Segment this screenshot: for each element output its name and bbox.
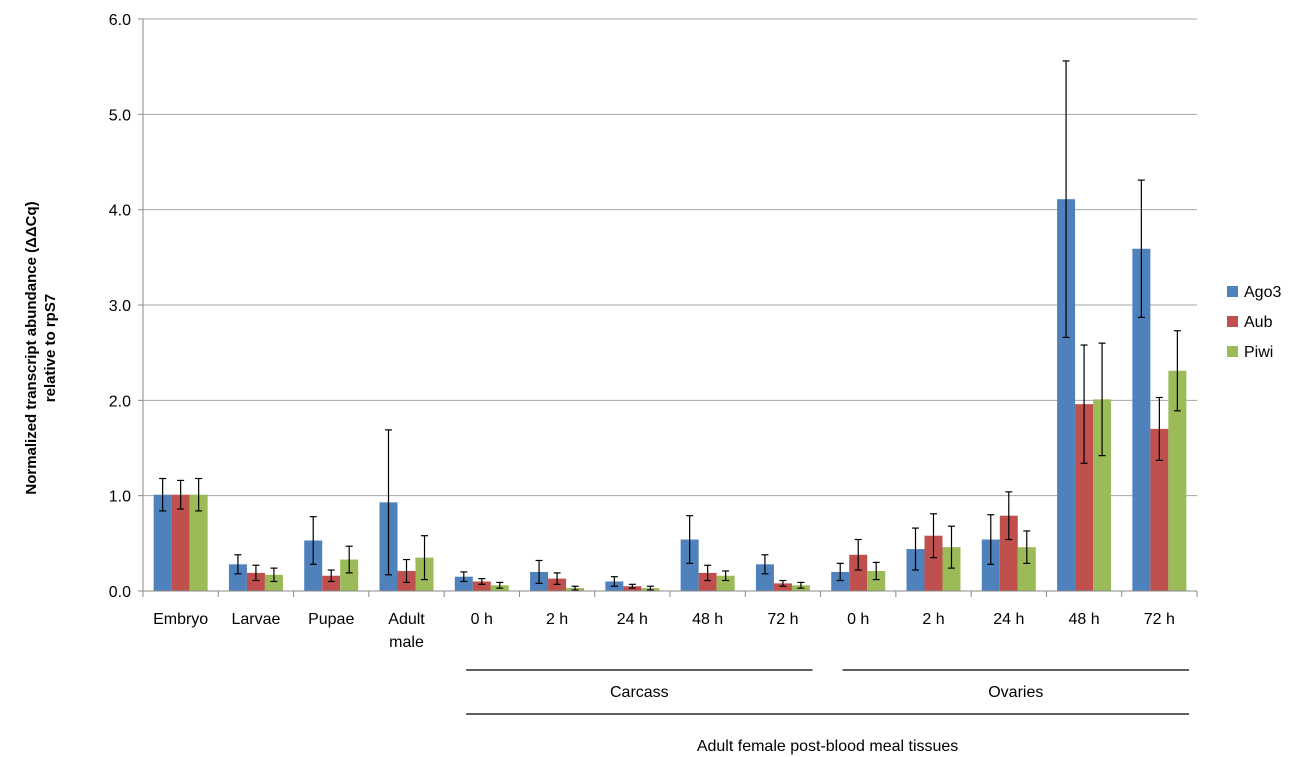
bar-aub [773, 583, 792, 591]
x-tick-label: 2 h [922, 611, 944, 628]
legend-label-ago3: Ago3 [1244, 284, 1281, 301]
y-tick-label: 5.0 [109, 107, 131, 124]
x-tick-label: Adult [388, 611, 425, 628]
x-tick-label: 0 h [847, 611, 869, 628]
bar-piwi [942, 547, 961, 591]
legend-label-aub: Aub [1244, 314, 1273, 331]
group-label: Carcass [610, 684, 669, 701]
axes [138, 18, 1198, 597]
legend: Ago3 Aub Piwi [1227, 284, 1281, 361]
bar-ago3 [1132, 248, 1151, 591]
bar-piwi [340, 559, 359, 591]
legend-swatch-aub [1227, 316, 1238, 327]
bar-piwi [716, 575, 735, 591]
bar-ago3 [755, 564, 774, 591]
x-tick-labels: Embryo Larvae Pupae Adult male 0 h 2 h 24 h 48 h… [153, 611, 1175, 651]
bar-ago3 [304, 540, 323, 591]
x-tick-label: Pupae [308, 611, 354, 628]
bars [153, 60, 1187, 591]
bar-ago3 [228, 564, 247, 591]
bar-aub [698, 572, 717, 591]
x-tick-label: 24 h [617, 611, 648, 628]
bar-aub [1150, 428, 1169, 591]
y-axis-title-line1: Normalized transcript abundance (ΔΔCq) [23, 201, 40, 494]
x-tick-label: male [389, 634, 424, 651]
x-tick-label: 24 h [993, 611, 1024, 628]
y-tick-label: 2.0 [109, 393, 131, 410]
x-tick-label: Larvae [231, 611, 280, 628]
bar-aub [1075, 404, 1094, 591]
group-label: Ovaries [988, 684, 1043, 701]
y-tick-label: 0.0 [109, 584, 131, 601]
bar-ago3 [981, 539, 1000, 591]
super-group-label: Adult female post-blood meal tissues [697, 738, 958, 755]
y-tick-label: 6.0 [109, 12, 131, 29]
y-tick-label: 3.0 [109, 298, 131, 315]
legend-swatch-ago3 [1227, 286, 1238, 297]
y-tick-labels: 0.0 1.0 2.0 3.0 4.0 5.0 6.0 [109, 12, 131, 601]
bar-ago3 [831, 571, 850, 591]
bar-ago3 [454, 576, 473, 591]
x-tick-label: 48 h [1069, 611, 1100, 628]
bar-piwi [1093, 399, 1112, 591]
bar-piwi [1017, 547, 1036, 591]
bar-aub [924, 535, 943, 591]
bar-piwi [1168, 370, 1187, 591]
bar-aub [999, 515, 1018, 591]
bar-aub [171, 494, 190, 591]
legend-swatch-piwi [1227, 346, 1238, 357]
y-tick-label: 4.0 [109, 203, 131, 220]
x-tick-label: Embryo [153, 611, 208, 628]
y-tick-label: 1.0 [109, 489, 131, 506]
x-tick-label: 48 h [692, 611, 723, 628]
legend-label-piwi: Piwi [1244, 344, 1273, 361]
bar-ago3 [680, 539, 699, 591]
x-tick-label: 72 h [1144, 611, 1175, 628]
x-tick-label: 72 h [767, 611, 798, 628]
gridlines [143, 18, 1197, 497]
bar-ago3 [1057, 199, 1076, 591]
y-axis-title-line2: relative to rpS7 [42, 294, 59, 402]
bar-ago3 [153, 494, 172, 591]
bar-aub [246, 572, 265, 591]
bar-aub [849, 554, 868, 591]
bar-aub [472, 581, 491, 591]
bar-piwi [264, 574, 283, 591]
bar-piwi [189, 494, 208, 591]
x-tick-label: 2 h [546, 611, 568, 628]
bar-aub [322, 575, 341, 591]
bar-piwi [867, 570, 886, 591]
x-tick-label: 0 h [471, 611, 493, 628]
category-groups: Carcass Ovaries Adult female post-blood me… [466, 669, 1189, 755]
